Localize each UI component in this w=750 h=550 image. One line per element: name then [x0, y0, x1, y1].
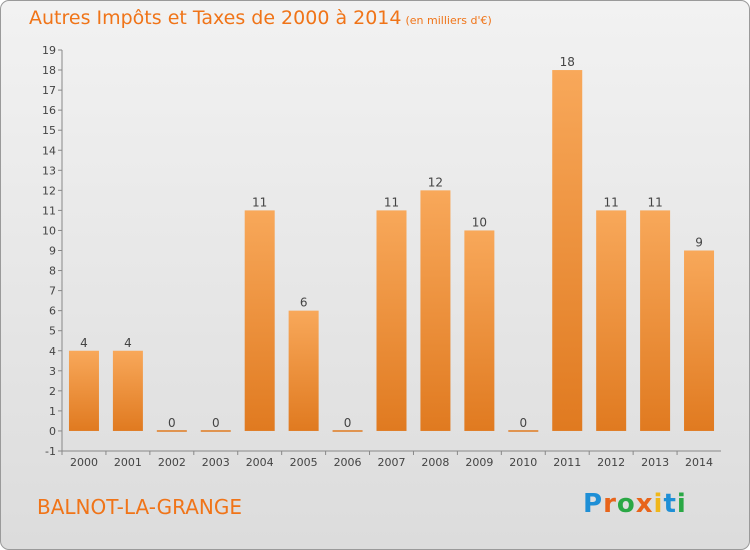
x-tick-label: 2001 — [114, 456, 142, 469]
y-tick-label: 3 — [49, 365, 56, 378]
x-tick-label: 2012 — [597, 456, 625, 469]
bar-value-label: 0 — [344, 416, 352, 430]
x-tick-label: 2009 — [465, 456, 493, 469]
bar-value-label: 0 — [212, 416, 220, 430]
bar-value-label: 11 — [252, 195, 267, 209]
x-tick-label: 2003 — [202, 456, 230, 469]
bar — [68, 350, 99, 431]
chart-title-text: Autres Impôts et Taxes de 2000 à 2014 — [29, 7, 402, 29]
bar-value-label: 4 — [124, 336, 132, 350]
bar-value-label: 0 — [168, 416, 176, 430]
bar — [244, 210, 275, 431]
y-tick-label: 7 — [49, 285, 56, 298]
bar — [552, 70, 583, 431]
y-tick-label: 8 — [49, 265, 56, 278]
x-tick-label: 2006 — [334, 456, 362, 469]
logo-letter: t — [663, 489, 677, 519]
logo-letter: P — [583, 489, 604, 519]
bar — [112, 350, 143, 431]
bar — [288, 310, 319, 431]
chart-title: Autres Impôts et Taxes de 2000 à 2014 (en… — [29, 7, 492, 29]
x-tick-label: 2007 — [378, 456, 406, 469]
chart-bars — [68, 70, 715, 432]
x-tick-label: 2005 — [290, 456, 318, 469]
bar-value-label: 4 — [80, 336, 88, 350]
y-tick-label: 4 — [49, 345, 56, 358]
y-tick-label: 9 — [49, 245, 56, 258]
proxiti-logo[interactable]: Proxiti — [583, 489, 687, 519]
chart-labels: 4 4 0 0 11 6 0 11 12 10 0 18 11 11 9 — [80, 55, 703, 430]
bar-value-label: 18 — [560, 55, 575, 69]
bar-value-label: 6 — [300, 296, 308, 310]
bar — [684, 250, 715, 431]
logo-letter: i — [676, 489, 687, 519]
x-tick-label: 2000 — [70, 456, 98, 469]
y-tick-label: 6 — [49, 305, 56, 318]
y-tick-label: 14 — [42, 144, 56, 157]
bar — [420, 190, 451, 431]
x-tick-label: 2010 — [509, 456, 537, 469]
logo-letter: i — [653, 489, 664, 519]
bar-value-label: 10 — [472, 215, 487, 229]
y-tick-label: 12 — [42, 184, 56, 197]
y-tick-label: 5 — [49, 325, 56, 338]
y-tick-label: 16 — [42, 104, 56, 117]
bar — [640, 210, 671, 431]
y-tick-label: 19 — [42, 44, 56, 57]
logo-letter: r — [603, 489, 617, 519]
bar — [464, 230, 495, 431]
x-tick-label: 2008 — [421, 456, 449, 469]
chart-unit: (en milliers d'€) — [405, 14, 492, 27]
y-tick-label: 15 — [42, 124, 56, 137]
bar-value-label: 11 — [384, 195, 399, 209]
y-tick-label: 11 — [42, 204, 56, 217]
y-tick-label: 1 — [49, 405, 56, 418]
y-tick-label: 18 — [42, 64, 56, 77]
bar — [596, 210, 627, 431]
bar-value-label: 11 — [604, 195, 619, 209]
bar — [376, 210, 407, 431]
x-tick-label: 2011 — [553, 456, 581, 469]
y-tick-label: 13 — [42, 164, 56, 177]
y-tick-label: 2 — [49, 385, 56, 398]
bar-value-label: 12 — [428, 175, 443, 189]
logo-letter: o — [616, 489, 636, 519]
x-tick-label: 2002 — [158, 456, 186, 469]
commune-name: BALNOT-LA-GRANGE — [37, 495, 242, 519]
bar-value-label: 0 — [519, 416, 527, 430]
bar-value-label: 11 — [647, 195, 662, 209]
x-tick-label: 2013 — [641, 456, 669, 469]
y-tick-label: 0 — [49, 425, 56, 438]
bar-value-label: 9 — [695, 236, 703, 250]
y-tick-label: 17 — [42, 84, 56, 97]
y-tick-label: -1 — [45, 445, 56, 458]
x-tick-label: 2004 — [246, 456, 274, 469]
x-tick-label: 2014 — [685, 456, 713, 469]
y-tick-label: 10 — [42, 224, 56, 237]
logo-letter: x — [635, 489, 654, 519]
